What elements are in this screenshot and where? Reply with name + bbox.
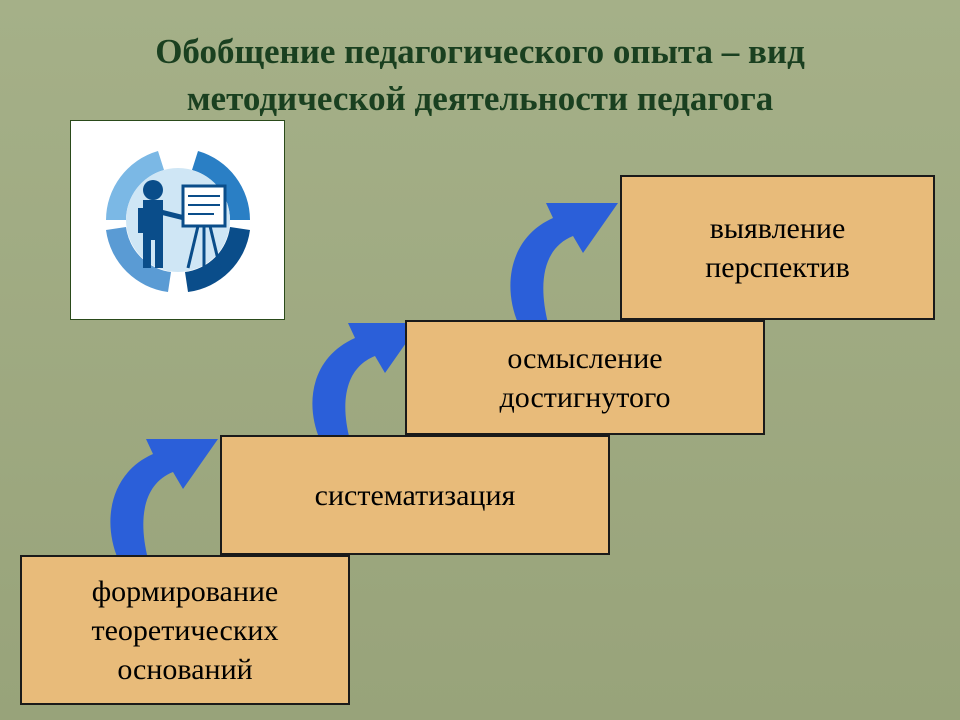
step-3-line-1: осмысление: [507, 339, 662, 378]
title-line-2: методической деятельности педагога: [187, 79, 774, 118]
step-2-line-1: систематизация: [315, 476, 516, 515]
step-1-line-1: формирование: [92, 572, 279, 611]
step-4-line-2: перспектив: [705, 248, 850, 287]
presenter-icon: [83, 130, 273, 310]
arrow-3: [498, 198, 628, 323]
slide-title: Обобщение педагогического опыта – вид ме…: [0, 0, 960, 133]
step-1-line-2: теоретических: [91, 611, 278, 650]
step-1-line-3: оснований: [117, 650, 252, 689]
presenter-icon-box: [70, 120, 285, 320]
arrow-1: [98, 434, 228, 559]
step-box-4: выявлениеперспектив: [620, 175, 935, 320]
step-4-line-1: выявление: [710, 209, 846, 248]
step-3-line-2: достигнутого: [499, 378, 670, 417]
step-box-1: формированиетеоретическихоснований: [20, 555, 350, 705]
step-box-3: осмыслениедостигнутого: [405, 320, 765, 435]
step-box-2: систематизация: [220, 435, 610, 555]
title-line-1: Обобщение педагогического опыта – вид: [155, 32, 805, 71]
